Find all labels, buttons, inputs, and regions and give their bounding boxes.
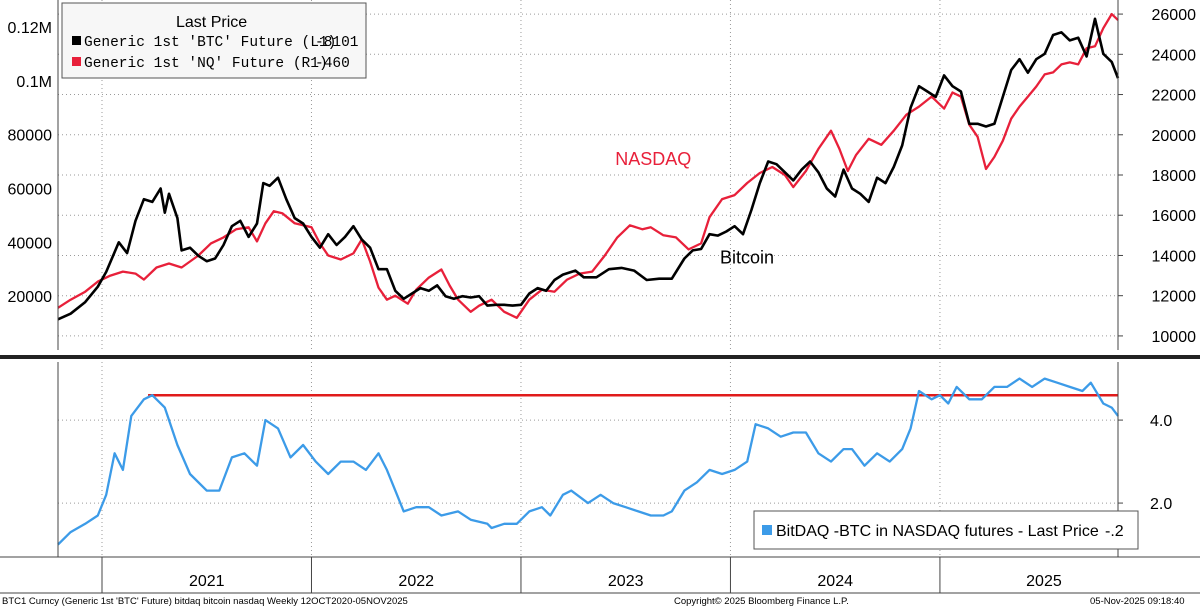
year-label-2022: 2022 xyxy=(398,573,434,590)
annotation-nasdaq: NASDAQ xyxy=(615,149,691,169)
legend-swatch-btc xyxy=(72,36,81,45)
series-line-nq xyxy=(57,12,1119,319)
annotation-bitcoin: Bitcoin xyxy=(720,248,774,268)
left-tick-label-4: 0.1M xyxy=(16,74,52,91)
footer-center: Copyright© 2025 Bloomberg Finance L.P. xyxy=(674,596,849,607)
lower-right-tick-label-0: 2.0 xyxy=(1150,496,1172,513)
right-tick-label-3: 16000 xyxy=(1152,208,1197,225)
footer-right: 05-Nov-2025 09:18:40 xyxy=(1090,596,1185,607)
year-label-2024: 2024 xyxy=(817,573,853,590)
right-tick-label-8: 26000 xyxy=(1152,7,1197,24)
left-tick-label-1: 40000 xyxy=(8,235,53,252)
footer-left: BTC1 Curncy (Generic 1st 'BTC' Future) b… xyxy=(2,596,408,607)
legend-title: Last Price xyxy=(176,14,247,31)
year-label-2025: 2025 xyxy=(1026,573,1062,590)
lower-right-tick-label-1: 4.0 xyxy=(1150,413,1172,430)
year-label-2021: 2021 xyxy=(189,573,225,590)
right-tick-label-1: 12000 xyxy=(1152,289,1197,306)
right-tick-label-4: 18000 xyxy=(1152,168,1197,185)
right-tick-label-0: 10000 xyxy=(1152,329,1197,346)
left-tick-label-5: 0.12M xyxy=(8,20,52,37)
legend-swatch-bitdaq xyxy=(762,525,772,535)
series-line-btc xyxy=(57,17,1120,321)
left-tick-label-2: 60000 xyxy=(8,181,53,198)
lower-legend: BitDAQ -BTC in NASDAQ futures - Last Pri… xyxy=(753,510,1139,550)
right-tick-label-6: 22000 xyxy=(1152,88,1197,105)
left-tick-label-0: 20000 xyxy=(8,289,53,306)
legend-value-btc: -8101 xyxy=(315,35,359,51)
right-tick-label-2: 14000 xyxy=(1152,248,1197,265)
legend-label-bitdaq: BitDAQ -BTC in NASDAQ futures - Last Pri… xyxy=(776,523,1099,540)
upper-legend: Last Price Generic 1st 'BTC' Future (L1)… xyxy=(61,2,367,79)
panel-divider xyxy=(0,355,1200,359)
legend-label-btc: Generic 1st 'BTC' Future (L1) xyxy=(84,35,336,51)
series-line-bitdaq xyxy=(57,377,1119,546)
legend-swatch-nq xyxy=(72,57,81,66)
left-tick-label-3: 80000 xyxy=(8,128,53,145)
legend-value-nq: -460 xyxy=(315,56,350,72)
legend-value-bitdaq: -.2 xyxy=(1105,523,1124,540)
axes-layer: 10000 12000 14000 16000 18000 20000 22000 24000… xyxy=(0,0,1200,594)
right-tick-label-5: 20000 xyxy=(1152,128,1197,145)
right-tick-label-7: 24000 xyxy=(1152,47,1197,64)
legend-label-nq: Generic 1st 'NQ' Future (R1) xyxy=(84,56,328,72)
year-label-2023: 2023 xyxy=(608,573,644,590)
series-layer xyxy=(57,12,1120,546)
